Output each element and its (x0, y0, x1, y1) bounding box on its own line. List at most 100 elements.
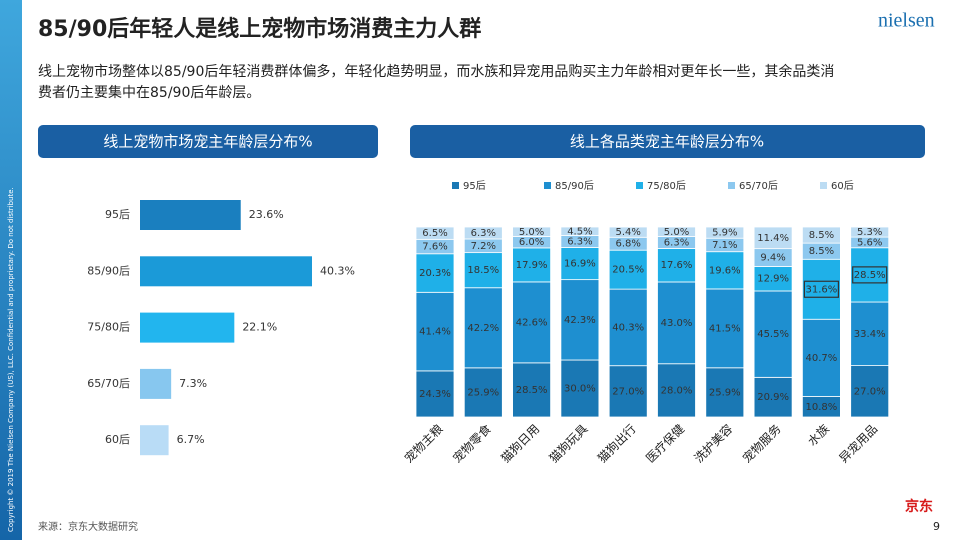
value-label: 28.5% (854, 270, 886, 281)
bar (140, 312, 235, 343)
chart-header (410, 125, 925, 158)
value-label: 25.9% (709, 387, 741, 398)
value-label: 43.0% (661, 318, 693, 329)
value-label: 4.5% (567, 226, 592, 237)
value-label: 45.5% (757, 329, 789, 340)
bar-segment (512, 362, 551, 418)
bar-segment (705, 226, 745, 239)
value-label: 42.2% (467, 323, 499, 334)
bar-segment (850, 365, 890, 418)
bar-segment (608, 226, 648, 238)
value-label: 8.5% (809, 230, 834, 241)
y-tick-label: 60后 (105, 433, 130, 446)
value-label: 18.5% (467, 265, 499, 276)
value-label: 7.6% (422, 242, 447, 253)
x-tick-label: 洗护美容 (691, 421, 736, 466)
value-label: 31.6% (806, 284, 838, 295)
chart-title: 线上各品类宠主年龄层分布% (570, 133, 764, 151)
bar (140, 368, 172, 399)
bar-segment (560, 226, 600, 236)
x-tick-label: 宠物主粮 (401, 421, 446, 466)
bar-segment (608, 365, 648, 418)
x-tick-label: 猫狗玩具 (547, 422, 591, 466)
bar-segment (657, 226, 696, 237)
highlight-box (803, 280, 840, 298)
bar-segment (415, 226, 455, 240)
bar-segment (802, 226, 841, 244)
bar-segment (415, 370, 455, 418)
value-label: 28.0% (661, 385, 693, 396)
legend-label: 60后 (831, 180, 854, 192)
value-label: 5.9% (712, 228, 737, 239)
legend-label: 65/70后 (739, 180, 778, 192)
bar-segment (850, 301, 890, 366)
bar-segment (560, 247, 600, 281)
source: 来源：京东大数据研究 (38, 520, 138, 533)
value-label: 30.0% (564, 384, 596, 395)
bar-segment (657, 281, 696, 365)
bar-segment (705, 288, 745, 369)
value-label: 6.3% (664, 238, 689, 249)
value-label: 23.6% (249, 208, 284, 221)
bar-segment (657, 363, 696, 418)
bar-segment (560, 279, 600, 361)
value-label: 27.0% (854, 386, 886, 397)
bar-segment (415, 291, 455, 372)
page-number: 9 (933, 520, 940, 533)
value-label: 7.1% (712, 240, 737, 251)
bar-segment (463, 287, 503, 369)
bar (140, 256, 312, 287)
value-label: 5.4% (615, 227, 640, 238)
value-label: 28.5% (516, 385, 548, 396)
value-label: 20.5% (612, 265, 644, 276)
side-strip (0, 0, 22, 540)
value-label: 6.8% (615, 239, 640, 250)
legend-swatch (452, 182, 459, 189)
x-tick-label: 宠物服务 (739, 421, 784, 466)
legend-swatch (544, 182, 551, 189)
bar-segment (560, 359, 600, 418)
value-label: 10.8% (806, 402, 838, 413)
bar-segment (608, 249, 648, 290)
value-label: 33.4% (854, 329, 886, 340)
value-label: 27.0% (612, 386, 644, 397)
value-label: 20.9% (757, 392, 789, 403)
value-label: 5.0% (664, 227, 689, 238)
value-label: 6.5% (422, 228, 447, 239)
value-label: 19.6% (709, 265, 741, 276)
bar-segment (512, 226, 551, 237)
bar-segment (753, 376, 793, 418)
bar-segment (705, 251, 745, 290)
y-tick-label: 75/80后 (87, 321, 130, 334)
partner-logo: 京东 (905, 498, 933, 515)
value-label: 5.3% (857, 227, 882, 238)
value-label: 22.1% (242, 321, 277, 334)
x-tick-label: 猫狗出行 (595, 422, 639, 466)
value-label: 24.3% (419, 389, 451, 400)
subtitle-line: 费者仍主要集中在85/90后年龄层。 (38, 84, 260, 101)
bar-segment (850, 226, 890, 238)
bar-segment (512, 281, 551, 364)
value-label: 25.9% (467, 387, 499, 398)
value-label: 7.2% (471, 241, 496, 252)
value-label: 8.5% (809, 246, 834, 257)
chart-header (38, 125, 378, 158)
subtitle-line: 线上宠物市场整体以85/90后年轻消费群体偏多，年轻化趋势明显，而水族和异宠用品… (38, 63, 834, 80)
value-label: 6.3% (471, 228, 496, 239)
value-label: 42.6% (516, 317, 548, 328)
bar (140, 425, 169, 456)
y-tick-label: 85/90后 (87, 264, 130, 277)
legend-label: 75/80后 (647, 180, 686, 192)
bar-segment (608, 288, 648, 367)
chart-title: 线上宠物市场宠主年龄层分布% (103, 133, 312, 151)
value-label: 6.3% (567, 237, 592, 248)
legend-swatch (820, 182, 827, 189)
bar-segment (753, 226, 793, 250)
x-tick-label: 宠物零食 (449, 421, 494, 466)
value-label: 20.3% (419, 268, 451, 279)
value-label: 17.9% (516, 260, 548, 271)
x-tick-label: 异宠用品 (836, 421, 881, 466)
bar-segment (802, 318, 841, 397)
value-label: 6.7% (177, 433, 205, 446)
